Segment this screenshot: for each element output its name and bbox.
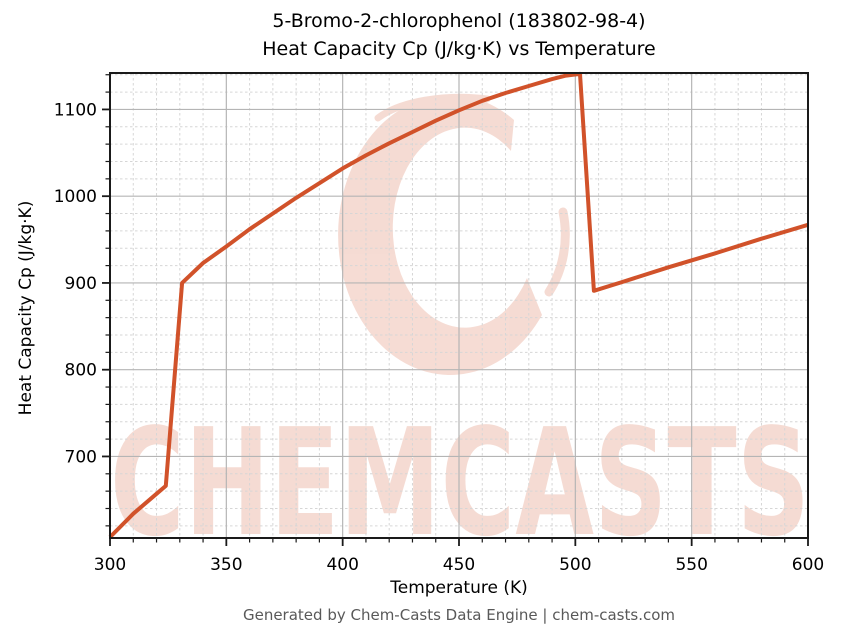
watermark-text: CHEMCASTS — [110, 397, 810, 569]
y-tick-label: 700 — [65, 448, 97, 468]
watermark-logo-c-icon — [338, 94, 542, 375]
axis-ticks — [102, 74, 809, 546]
y-tick-label: 1100 — [54, 100, 97, 120]
y-tick-label: 1000 — [54, 187, 97, 207]
x-tick-label: 400 — [326, 555, 358, 575]
chart-title-line2: Heat Capacity Cp (J/kg·K) vs Temperature — [262, 38, 656, 60]
watermark: CHEMCASTS — [110, 93, 810, 569]
watermark-logo-accent2-icon — [374, 93, 491, 122]
x-tick-label: 550 — [675, 555, 707, 575]
x-tick-label: 500 — [559, 555, 591, 575]
x-tick-label: 600 — [792, 555, 824, 575]
x-tick-label: 350 — [210, 555, 242, 575]
x-tick-label: 450 — [443, 555, 475, 575]
y-axis-label: Heat Capacity Cp (J/kg·K) — [16, 200, 36, 416]
x-axis-label: Temperature (K) — [390, 578, 528, 598]
y-tick-label: 900 — [65, 274, 97, 294]
plot-border — [109, 72, 809, 539]
x-tick-label: 300 — [94, 555, 126, 575]
chart-title-line1: 5-Bromo-2-chlorophenol (183802-98-4) — [272, 10, 646, 32]
footer-credit: Generated by Chem-Casts Data Engine | ch… — [242, 606, 676, 624]
cp-curve — [108, 71, 809, 539]
watermark-logo-accent-icon — [544, 207, 570, 297]
tick-labels: 300 350 400 450 500 550 600 700 800 900 1000 1100 — [54, 100, 824, 575]
y-tick-label: 800 — [65, 361, 97, 381]
